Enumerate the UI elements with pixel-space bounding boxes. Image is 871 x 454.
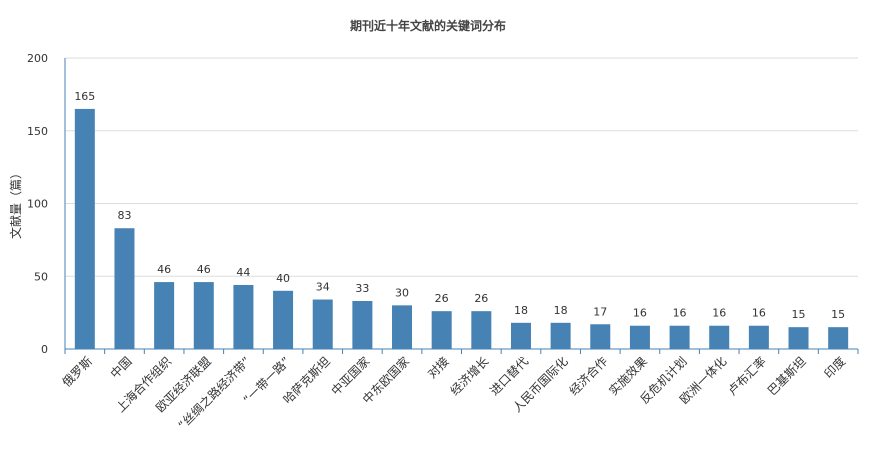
data-label: 40	[276, 272, 290, 285]
data-label: 44	[236, 266, 250, 279]
bar	[550, 322, 571, 349]
bar	[392, 305, 413, 349]
bar	[233, 284, 254, 349]
bar	[352, 300, 373, 349]
data-label: 46	[157, 263, 171, 276]
bar	[510, 322, 531, 349]
x-tick-label: 经济合作	[566, 354, 611, 399]
x-tick-label: 巴基斯坦	[765, 354, 809, 398]
bar	[629, 325, 650, 349]
bar	[312, 299, 333, 349]
data-label: 165	[74, 90, 95, 103]
data-label: 15	[792, 308, 806, 321]
chart-title: 期刊近十年文献的关键词分布	[350, 18, 506, 33]
y-axis-label: 文献量（篇）	[8, 167, 23, 239]
data-label: 18	[514, 304, 528, 317]
bar	[114, 228, 135, 349]
data-label: 16	[752, 307, 766, 320]
x-tick-label: 经济增长	[447, 354, 492, 399]
data-label: 83	[117, 209, 131, 222]
bar	[828, 327, 849, 349]
data-label: 16	[633, 307, 647, 320]
bar	[709, 325, 730, 349]
data-label: 34	[316, 281, 330, 294]
data-label: 46	[197, 263, 211, 276]
bar	[193, 282, 214, 349]
bar	[669, 325, 690, 349]
bar	[431, 311, 452, 349]
data-label: 26	[435, 292, 449, 305]
y-tick-label: 150	[27, 125, 48, 138]
y-tick-label: 0	[41, 343, 48, 356]
bar	[590, 324, 611, 349]
data-label: 17	[593, 305, 607, 318]
y-tick-label: 50	[34, 270, 48, 283]
data-label: 33	[355, 282, 369, 295]
bar	[788, 327, 809, 349]
data-label: 15	[831, 308, 845, 321]
y-axis-ticks: 0 50 100 150 200	[27, 52, 48, 356]
gridlines	[65, 57, 858, 277]
bar	[273, 290, 294, 349]
x-tick-label: 卢布汇率	[724, 354, 769, 399]
data-labels: 165 83 46 46 44 40 34 33 30 26 26 18 18 17 16 16 16 16 15 1…	[74, 90, 845, 321]
data-label: 26	[474, 292, 488, 305]
x-tick-label: 俄罗斯	[60, 354, 95, 389]
axes	[64, 58, 859, 354]
data-label: 16	[712, 307, 726, 320]
data-label: 30	[395, 286, 409, 299]
x-axis-ticks: 俄罗斯 中国上海合作组织欧亚经济联盟“丝绸之路经济带”“一带一路”哈萨克斯坦中亚国…	[60, 354, 849, 433]
bar	[471, 311, 492, 349]
bar	[74, 108, 95, 349]
bars	[74, 108, 849, 349]
data-label: 18	[554, 304, 568, 317]
x-tick-label: “丝绸之路经济带”	[175, 354, 254, 433]
x-tick-label: 印度	[821, 354, 849, 382]
y-tick-label: 100	[27, 198, 48, 211]
x-tick-label: 对接	[424, 354, 452, 382]
data-label: 16	[673, 307, 687, 320]
y-tick-label: 200	[27, 52, 48, 65]
x-tick-label: 中国	[107, 354, 135, 382]
bar	[154, 282, 175, 349]
bar	[748, 325, 769, 349]
